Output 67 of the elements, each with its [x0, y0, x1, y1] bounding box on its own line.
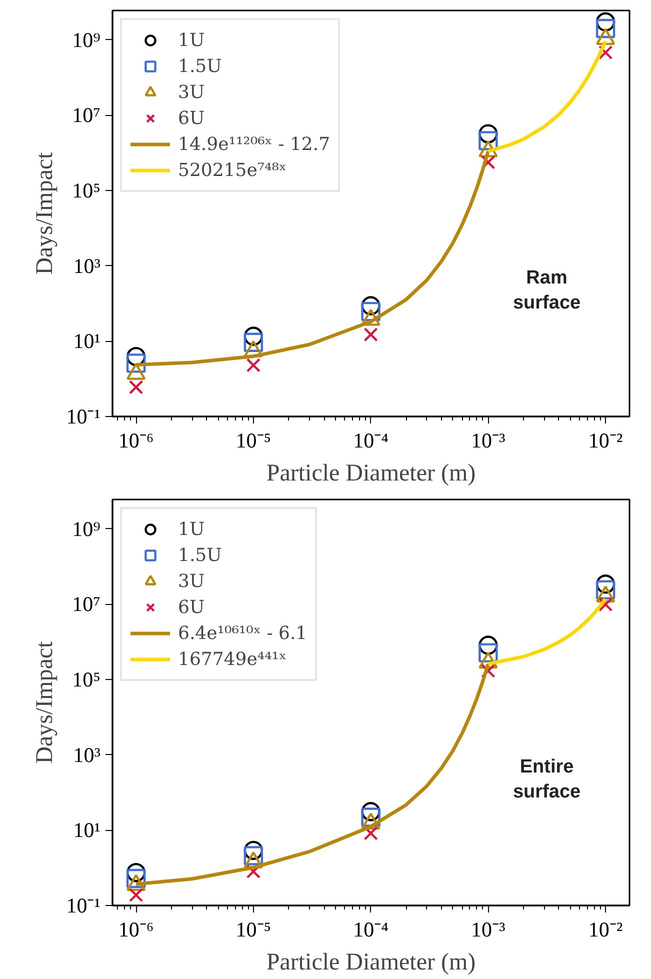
y-tick-label: 10⁻¹ — [66, 894, 100, 918]
y-tick-label: 10¹ — [73, 329, 100, 354]
point — [126, 862, 146, 882]
point — [361, 302, 380, 322]
point — [598, 45, 613, 60]
x-tick-label: 10⁻⁴ — [353, 428, 388, 452]
point — [481, 664, 496, 678]
point — [478, 636, 498, 655]
legend-label: 1U — [178, 30, 205, 50]
x-tick-label: 10⁻⁶ — [118, 428, 154, 452]
x-tick-label: 10⁻⁴ — [353, 918, 388, 942]
point — [126, 868, 146, 888]
point — [478, 131, 498, 150]
y-tick-label: 10⁵ — [72, 667, 101, 692]
x-axis-title: Particle Diameter (m) — [266, 950, 476, 976]
x-axis-title: Particle Diameter (m) — [266, 460, 476, 486]
point — [478, 643, 498, 662]
point — [128, 380, 144, 394]
point — [244, 326, 264, 346]
x-tick-label: 10⁻⁵ — [236, 918, 272, 942]
legend-label: 14.9e¹¹²⁰⁶ˣ - 12.7 — [178, 134, 330, 154]
y-tick-label: 10³ — [73, 254, 100, 278]
point — [596, 580, 616, 600]
x-tick-label: 10⁻² — [588, 428, 623, 452]
point — [596, 12, 616, 32]
point — [364, 826, 378, 840]
y-tick-label: 10⁷ — [72, 592, 101, 616]
y-axis-title: Days/Impact — [32, 640, 58, 764]
legend-label: 3U — [178, 570, 205, 592]
point — [478, 124, 498, 144]
legend-label: 1.5U — [178, 544, 222, 566]
y-tick-label: 10⁻¹ — [66, 404, 100, 428]
legend-label: 3U — [178, 82, 205, 102]
annotation: Entire surface — [512, 756, 581, 803]
y-tick-label: 10³ — [73, 742, 100, 767]
point — [126, 346, 146, 366]
legend-label: 520215e⁷⁴⁸ˣ — [178, 160, 287, 180]
x-tick-label: 10⁻⁵ — [236, 428, 272, 452]
point — [598, 597, 613, 612]
y-axis-title: Days/Impact — [32, 152, 58, 275]
point — [481, 155, 496, 170]
point — [596, 574, 616, 594]
x-tick-label: 10⁻³ — [471, 918, 506, 942]
y-tick-label: 10⁷ — [72, 103, 101, 128]
x-tick-label: 10⁻⁶ — [118, 918, 154, 942]
y-tick-label: 10¹ — [73, 818, 100, 842]
point — [244, 332, 264, 352]
point — [126, 354, 146, 373]
legend-label: 167749e⁴⁴¹ˣ — [178, 648, 287, 670]
y-tick-label: 10⁹ — [72, 28, 101, 52]
point — [244, 840, 264, 860]
x-tick-label: 10⁻³ — [471, 428, 506, 452]
annotation: Ram surface — [512, 268, 581, 314]
point — [596, 18, 616, 38]
legend-label: 1U — [178, 518, 205, 540]
legend-label: 1.5U — [178, 56, 222, 76]
point — [244, 846, 264, 866]
point — [128, 888, 144, 902]
point — [361, 808, 380, 827]
point — [246, 358, 261, 372]
point — [364, 327, 378, 342]
legend-label: 6U — [178, 108, 205, 128]
legend-label: 6.4e¹⁰⁶¹⁰ˣ - 6.1 — [178, 622, 308, 644]
legend-label: 6U — [178, 596, 205, 618]
x-tick-label: 10⁻² — [588, 918, 623, 942]
y-tick-label: 10⁹ — [72, 516, 101, 541]
y-tick-label: 10⁵ — [72, 178, 101, 202]
